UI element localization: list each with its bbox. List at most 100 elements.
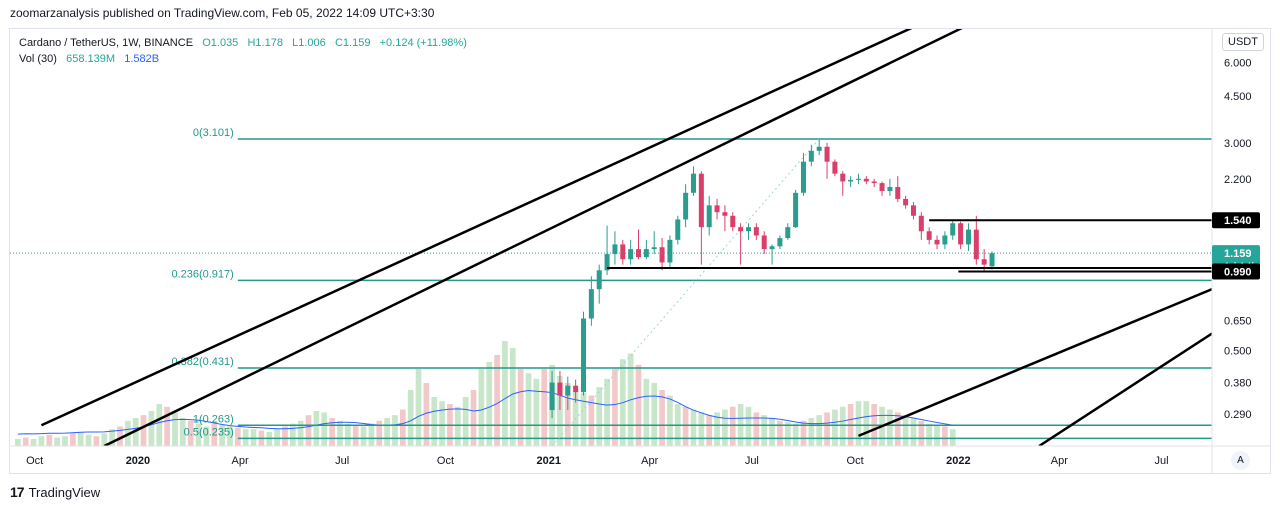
- candle: [596, 264, 602, 304]
- candle-body: [557, 382, 563, 396]
- volume-bar: [792, 423, 799, 446]
- volume-bar: [722, 409, 728, 446]
- candle-body: [683, 192, 689, 220]
- auto-scale-button[interactable]: A: [1231, 451, 1250, 470]
- candle-body: [777, 238, 783, 247]
- footer-brand[interactable]: 17 TradingView: [10, 484, 100, 500]
- candle: [659, 238, 665, 271]
- candle: [910, 202, 916, 220]
- candle-body: [800, 161, 806, 193]
- legend-row-volume: Vol (30) 658.139M 1.582B: [19, 51, 467, 67]
- volume-bar: [682, 406, 689, 446]
- candle-body: [840, 173, 846, 182]
- volume-bar: [753, 412, 760, 446]
- candle-body: [651, 247, 657, 250]
- volume-bar: [509, 348, 516, 446]
- high-value: H1.178: [247, 37, 283, 49]
- candle: [612, 231, 618, 265]
- symbol-legend: Cardano / TetherUS, 1W, BINANCE O1.035 H…: [19, 35, 467, 67]
- volume-bar: [85, 434, 92, 446]
- candle-body: [667, 239, 673, 263]
- volume-bar: [667, 395, 673, 446]
- volume-bar: [337, 420, 343, 446]
- volume-bar: [352, 425, 359, 446]
- volume-bar: [926, 423, 933, 446]
- time-tick-label: 2022: [946, 455, 970, 467]
- time-tick-label: Oct: [437, 455, 454, 467]
- candle: [690, 166, 696, 196]
- candle-body: [604, 254, 610, 271]
- volume-bar: [140, 415, 147, 446]
- candle-body: [950, 223, 956, 236]
- volume-bar: [902, 415, 909, 446]
- volume-bar: [588, 395, 595, 446]
- volume-label: Vol (30): [19, 53, 57, 65]
- candle-body: [934, 239, 940, 245]
- chart-frame: [9, 28, 1271, 474]
- candle-body: [714, 205, 720, 213]
- candle: [549, 370, 555, 419]
- time-tick-label: Apr: [1051, 455, 1068, 467]
- candle: [855, 173, 861, 185]
- candle-body: [730, 215, 736, 228]
- candle: [965, 223, 971, 252]
- volume-bar: [289, 423, 296, 446]
- volume-bar: [612, 369, 618, 446]
- candle-body: [887, 187, 893, 192]
- volume-bar: [761, 415, 768, 446]
- volume-ma-line: [17, 389, 953, 435]
- volume-bar: [580, 392, 587, 446]
- symbol-name: Cardano / TetherUS, 1W, BINANCE: [19, 37, 194, 49]
- volume-bar: [392, 415, 398, 446]
- candle-body: [989, 253, 995, 267]
- candle-body: [549, 382, 555, 411]
- time-tick-label: 2020: [126, 455, 150, 467]
- candle-body: [903, 198, 909, 206]
- volume-bar: [714, 412, 720, 446]
- volume-bar: [297, 420, 304, 446]
- candle-body: [965, 229, 971, 245]
- time-tick-label: Oct: [26, 455, 43, 467]
- candle: [643, 239, 649, 260]
- candle: [769, 244, 775, 265]
- volume-bar: [934, 425, 940, 446]
- volume-bar: [863, 401, 870, 446]
- volume-bar: [604, 378, 610, 446]
- volume-bar: [203, 426, 210, 446]
- volume-bar: [887, 409, 893, 446]
- candle-body: [573, 385, 579, 393]
- volume-bar: [832, 409, 838, 446]
- candle: [958, 221, 964, 250]
- candle: [557, 370, 563, 411]
- candle: [667, 235, 673, 267]
- volume-bar: [235, 427, 241, 446]
- candle: [698, 171, 704, 265]
- currency-button[interactable]: USDT: [1222, 33, 1264, 51]
- candle-body: [793, 192, 799, 228]
- candle: [706, 195, 712, 236]
- price-tag-bg: [1212, 263, 1260, 280]
- volume-bar: [651, 383, 658, 446]
- volume-bar: [439, 401, 445, 446]
- candle: [730, 212, 736, 232]
- candle: [683, 184, 689, 228]
- volume-bar: [824, 412, 830, 446]
- candle-body: [706, 205, 712, 228]
- candle: [761, 231, 767, 255]
- candle: [581, 311, 587, 396]
- volume-bar: [431, 397, 438, 446]
- volume-bar: [399, 409, 406, 446]
- channel-line: [1038, 332, 1212, 446]
- candle: [895, 176, 901, 203]
- volume-bar: [282, 426, 288, 446]
- candle: [777, 235, 783, 250]
- time-tick-label: Apr: [641, 455, 658, 467]
- volume-bar: [329, 418, 335, 446]
- candle-body: [855, 178, 861, 180]
- candle: [934, 235, 940, 250]
- candle: [871, 178, 877, 188]
- candle-body: [863, 178, 869, 182]
- volume-bar: [62, 436, 68, 446]
